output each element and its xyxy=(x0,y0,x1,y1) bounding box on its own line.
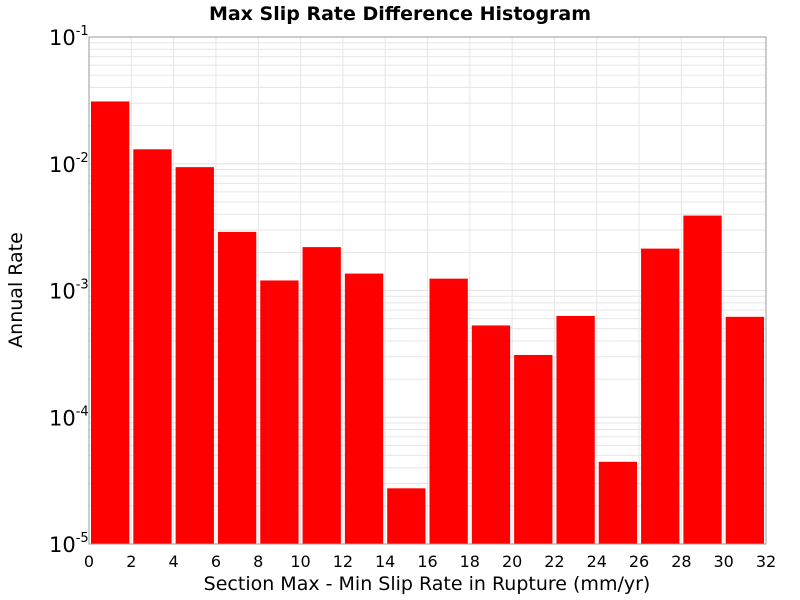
x-tick-label: 12 xyxy=(333,552,353,571)
histogram-bar xyxy=(598,461,638,544)
x-tick-label: 14 xyxy=(375,552,395,571)
histogram-bar xyxy=(387,488,426,544)
x-tick-label: 6 xyxy=(211,552,221,571)
histogram-bar xyxy=(429,278,468,544)
x-tick-label: 0 xyxy=(84,552,94,571)
y-tick-label: 10-4 xyxy=(49,404,89,430)
x-tick-label: 18 xyxy=(460,552,480,571)
histogram-bar xyxy=(683,215,722,544)
histogram-bar xyxy=(556,315,595,544)
histogram-bar xyxy=(514,354,553,544)
histogram-bar xyxy=(725,316,764,544)
plot-frame xyxy=(88,36,767,545)
x-tick-label: 28 xyxy=(671,552,691,571)
y-tick-label: 10-5 xyxy=(49,531,89,557)
y-axis-ticks: 10-5 10-4 10-3 10-2 10-1 xyxy=(49,24,89,557)
x-tick-label: 16 xyxy=(417,552,437,571)
histogram-bar xyxy=(217,231,257,544)
x-axis-label: Section Max - Min Slip Rate in Rupture (… xyxy=(204,573,651,595)
chart-title: Max Slip Rate Difference Histogram xyxy=(209,3,591,25)
y-tick-label: 10-3 xyxy=(49,278,89,304)
x-axis-ticks: 0 2 4 6 8 10 12 14 16 18 20 22 24 26 28 30 32 xyxy=(84,552,776,571)
histogram-bar xyxy=(641,248,680,544)
x-tick-label: 30 xyxy=(714,552,734,571)
y-axis-label: Annual Rate xyxy=(5,232,27,348)
histogram-bar xyxy=(133,149,172,544)
histogram-bar xyxy=(302,247,341,544)
x-tick-label: 4 xyxy=(169,552,179,571)
histogram-bar xyxy=(344,273,384,544)
x-tick-label: 32 xyxy=(756,552,776,571)
histogram-bar xyxy=(175,167,214,544)
x-tick-label: 22 xyxy=(544,552,564,571)
y-tick-label: 10-1 xyxy=(49,24,89,50)
histogram-bar xyxy=(471,325,511,544)
x-tick-label: 26 xyxy=(629,552,649,571)
x-tick-label: 8 xyxy=(253,552,263,571)
histogram-bar xyxy=(91,101,130,544)
histogram-bar xyxy=(260,280,299,544)
x-tick-label: 24 xyxy=(587,552,607,571)
y-tick-label: 10-2 xyxy=(49,151,89,177)
bars xyxy=(91,101,764,544)
x-tick-label: 10 xyxy=(290,552,310,571)
x-tick-label: 20 xyxy=(502,552,522,571)
x-tick-label: 2 xyxy=(126,552,136,571)
